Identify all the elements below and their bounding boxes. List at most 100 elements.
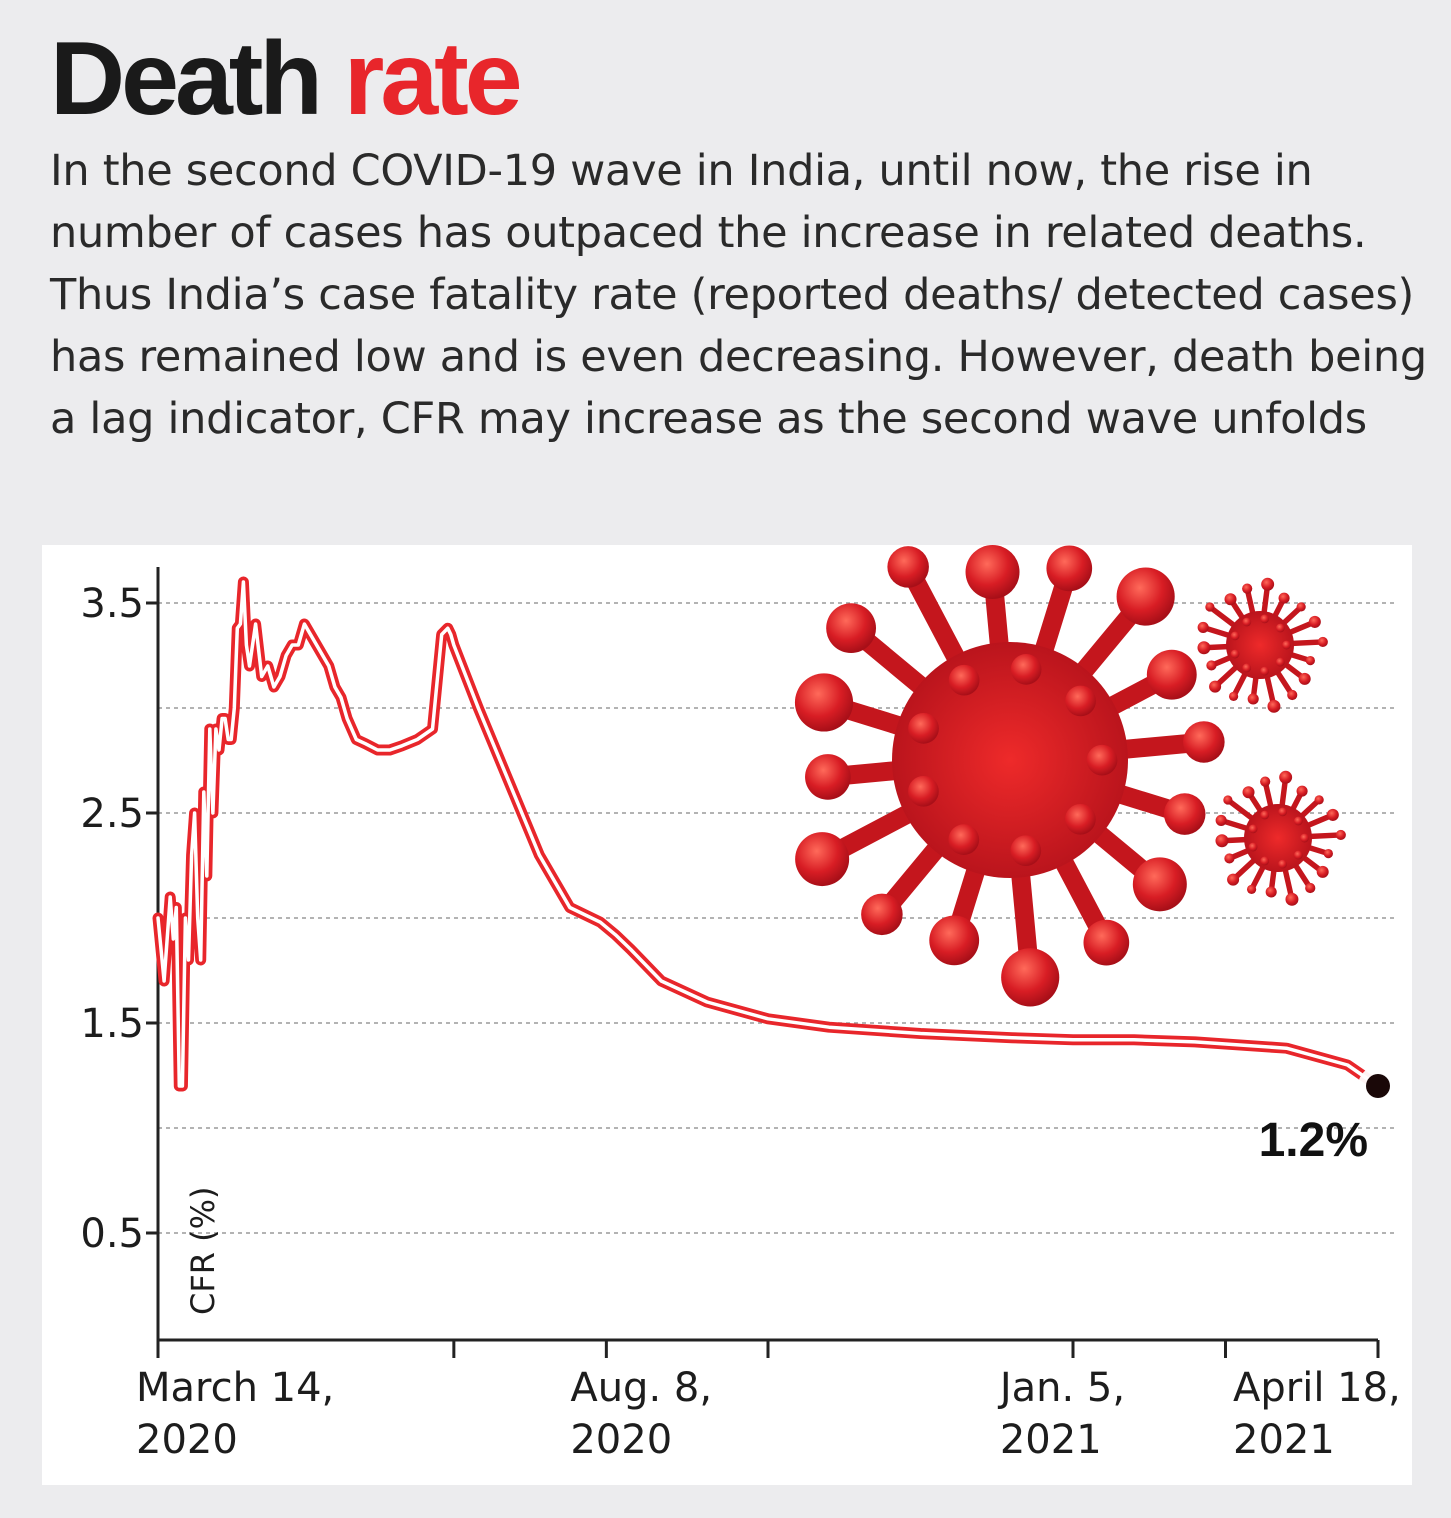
virus-knob [794, 673, 854, 732]
virus-knob [795, 832, 850, 887]
labels-layer: 1.2% [1259, 1114, 1368, 1167]
x-tick-label: March 14, [136, 1365, 334, 1411]
virus-surface-bump [1248, 824, 1258, 834]
virus-surface-bump [1300, 833, 1309, 843]
virus-knob [826, 603, 877, 654]
virus-knob [1242, 583, 1253, 594]
virus-knob [1046, 545, 1093, 592]
virus-knob [1296, 785, 1308, 797]
virus-knob [1246, 884, 1257, 895]
x-tick-label: Jan. 5, [997, 1365, 1125, 1411]
virus-knob [1215, 834, 1229, 848]
x-tick-label: Aug. 8, [570, 1365, 712, 1411]
virus-surface-bump [1275, 623, 1285, 633]
virus-knob [1209, 680, 1222, 693]
virus-knob [1206, 660, 1217, 671]
virus-surface-bump [1010, 835, 1042, 867]
end-marker-dot [1366, 1074, 1390, 1098]
virus-surface-bump [1293, 850, 1303, 860]
virus-knob [1265, 886, 1277, 898]
virus-surface-bump [908, 775, 939, 807]
virus-knob [1285, 892, 1299, 906]
y-tick-label: 1.5 [80, 1001, 144, 1047]
chart-panel: 3.5 2.5 1.5 0.5 March 14, 2020 Aug. 8, 2020 Jan.… [42, 545, 1412, 1485]
y-tick-label: 0.5 [80, 1211, 144, 1257]
virus-surface-bump [1248, 842, 1258, 852]
virus-knob [1163, 793, 1206, 835]
virus-knob [1183, 721, 1225, 763]
virus-knob [1298, 672, 1311, 685]
virus-surface-bump [1260, 810, 1270, 820]
virus-small-bottom-icon [1215, 770, 1346, 906]
axes: 3.5 2.5 1.5 0.5 March 14, 2020 Aug. 8, 2020 Jan.… [80, 567, 1401, 1463]
virus-knob [1323, 848, 1333, 859]
virus-surface-bump [1230, 649, 1240, 659]
virus-knob [1227, 873, 1240, 886]
virus-surface-bump [1242, 663, 1252, 673]
virus-knob [1197, 641, 1211, 655]
virus-knob [1305, 655, 1315, 666]
virus-surface-bump [1282, 640, 1291, 650]
virus-knob [1224, 593, 1237, 606]
virus-surface-bump [1278, 807, 1288, 817]
end-value-label: 1.2% [1259, 1114, 1368, 1167]
virus-knob [1278, 592, 1290, 604]
virus-knob [1146, 649, 1197, 700]
x-tick-label-year: 2020 [136, 1417, 238, 1463]
virus-surface-bump [1275, 657, 1285, 667]
chart-description: In the second COVID-19 wave in India, un… [50, 146, 1427, 444]
virus-knob [1279, 770, 1293, 784]
virus-surface-bump [948, 664, 980, 696]
virus-illustrations [794, 545, 1346, 1007]
x-tick-label-year: 2021 [1000, 1417, 1102, 1463]
virus-surface-bump [1278, 859, 1287, 869]
virus-surface-bump [908, 713, 939, 744]
virus-knob [1242, 786, 1255, 799]
virus-knob [1308, 615, 1321, 628]
x-tick-label-year: 2020 [570, 1417, 672, 1463]
x-tick-label: April 18, [1233, 1365, 1401, 1411]
virus-knob [1197, 621, 1209, 633]
cfr-series-line-core [156, 580, 1380, 1088]
virus-surface-bump [948, 824, 980, 855]
virus-knob [1316, 865, 1329, 878]
y-tick-label: 3.5 [80, 581, 144, 627]
virus-knob [1260, 776, 1271, 787]
virus-surface-bump [1260, 666, 1269, 676]
virus-knob [1287, 689, 1298, 701]
virus-surface-bump [1010, 654, 1042, 685]
virus-knob [1224, 853, 1235, 864]
virus-large-icon [794, 545, 1225, 1007]
virus-surface-bump [1260, 856, 1270, 866]
virus-knob [1223, 795, 1233, 805]
title-word-death: Death [50, 21, 323, 137]
virus-knob [1132, 857, 1187, 912]
cfr-line-chart: 3.5 2.5 1.5 0.5 March 14, 2020 Aug. 8, 2020 Jan.… [80, 545, 1401, 1463]
virus-knob [887, 546, 929, 588]
virus-surface-bump [1242, 617, 1252, 627]
virus-knob [1001, 948, 1060, 1007]
virus-knob [805, 754, 851, 800]
virus-knob [929, 915, 980, 966]
virus-knob [1261, 577, 1275, 591]
virus-knob [1296, 602, 1306, 612]
virus-surface-bump [1065, 685, 1096, 717]
virus-knob [1305, 882, 1316, 894]
virus-surface-bump [1065, 803, 1096, 835]
virus-knob [1247, 693, 1259, 705]
chart-title: Death rate [50, 21, 523, 137]
virus-small-top-icon [1197, 577, 1328, 713]
y-axis-label: CFR (%) [184, 1186, 222, 1315]
virus-knob [1267, 699, 1281, 713]
virus-knob [1083, 919, 1130, 966]
virus-knob [1314, 795, 1324, 805]
virus-surface-bump [1086, 744, 1118, 776]
y-tick-label: 2.5 [80, 791, 144, 837]
virus-knob [861, 893, 903, 936]
virus-knob [1326, 808, 1339, 821]
series-line-layer [152, 576, 1398, 1106]
x-tick-label-year: 2021 [1233, 1417, 1335, 1463]
virus-knob [1215, 814, 1227, 826]
virus-knob [1335, 829, 1346, 841]
title-word-rate: rate [343, 21, 523, 137]
